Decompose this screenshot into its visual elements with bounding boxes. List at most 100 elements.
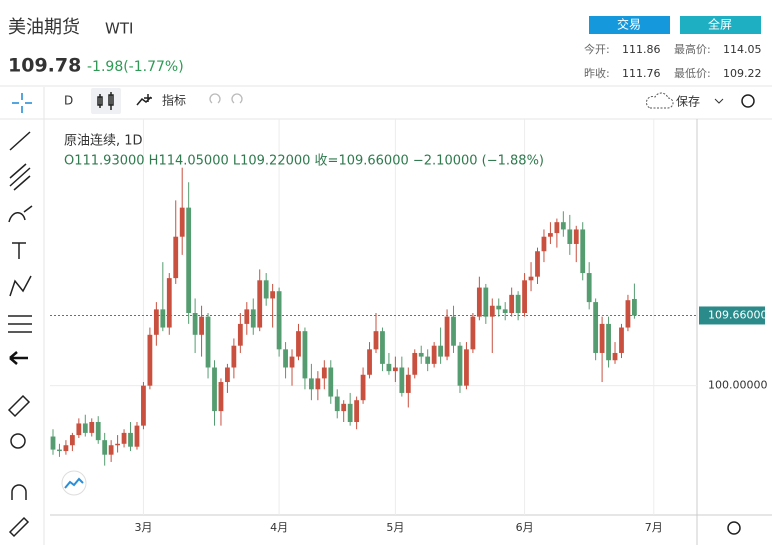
price: 109.78 [8, 55, 81, 77]
candle-body [593, 302, 599, 353]
candle-body [528, 276, 534, 281]
candle-body [502, 309, 508, 314]
candle-body [489, 305, 495, 317]
chart-style-button[interactable] [91, 88, 121, 114]
candle-body [457, 345, 463, 386]
candle-body [386, 363, 392, 372]
candle-body [102, 440, 108, 455]
axis-settings[interactable] [727, 521, 741, 535]
candle-body [599, 323, 605, 353]
draw-lock-tool[interactable] [8, 516, 30, 538]
candle-body [257, 280, 263, 328]
candle-body [392, 367, 398, 372]
candle-body [82, 423, 88, 433]
candle-body [444, 316, 450, 357]
x-tick-label: 5月 [386, 521, 404, 534]
candle-body [606, 323, 611, 361]
chart-area: 3月 4月 5月 6月 7月 100.00000 109.66000 [50, 119, 768, 534]
candle-body [619, 327, 624, 353]
stat-label: 最低价: [674, 67, 711, 80]
stat-value: 111.76 [622, 67, 661, 80]
stat-value: 111.86 [622, 43, 661, 56]
title: 美油期货 [8, 17, 80, 38]
candle-body [612, 352, 618, 361]
candle-body [470, 316, 476, 350]
magnet-tool[interactable] [11, 484, 27, 500]
candle-body [418, 352, 424, 357]
ohlc-legend: O111.93000 H114.05000 L109.22000 收=109.6… [64, 154, 544, 169]
settings-button[interactable] [741, 94, 755, 108]
candle-body [509, 294, 515, 314]
candle-body [451, 316, 456, 346]
stat-label: 最高价: [674, 42, 711, 56]
candle-body [360, 374, 366, 401]
candle-icon [97, 92, 114, 110]
candle-body [412, 352, 418, 375]
candle-body [186, 207, 192, 314]
save-menu[interactable] [714, 98, 724, 104]
candle-body [166, 278, 172, 328]
pattern-tool[interactable] [9, 275, 32, 297]
stat-label: 昨收: [584, 66, 610, 80]
x-tick-label: 4月 [270, 521, 288, 534]
candle-body [192, 313, 198, 335]
fib-tool[interactable] [9, 163, 31, 191]
x-tick-label: 3月 [134, 521, 152, 534]
cloud-icon [645, 92, 674, 109]
candle-body [89, 421, 95, 433]
measure-tool[interactable] [8, 315, 32, 333]
candle-body [63, 445, 69, 452]
last-price-label: 109.66000 [708, 308, 768, 321]
back-tool[interactable] [9, 351, 28, 365]
candle-body [128, 432, 133, 447]
candle-body [179, 207, 185, 237]
candle-body [334, 396, 340, 412]
fullscreen-button[interactable] [680, 16, 761, 34]
candle-body [522, 280, 527, 314]
logo [61, 470, 87, 496]
candle-body [373, 331, 379, 350]
candle-body [567, 229, 573, 244]
zoom-tool[interactable] [10, 433, 26, 449]
indicators-button[interactable]: 指标 [162, 93, 186, 108]
x-tick-label: 6月 [516, 521, 534, 534]
candle-body [425, 356, 431, 364]
trade-button[interactable] [589, 16, 670, 34]
candle-body [244, 309, 250, 324]
candle-body [270, 291, 276, 299]
interval-button[interactable]: D [64, 94, 73, 108]
candle-body [341, 403, 347, 412]
candle-body [541, 236, 547, 252]
stat-value: 114.05 [723, 43, 762, 56]
candle-body [57, 449, 62, 452]
line-tool[interactable] [9, 131, 31, 151]
candle-body [108, 445, 114, 455]
trade-label[interactable]: 交易 [617, 17, 641, 32]
crosshair-tool[interactable] [12, 93, 32, 113]
save-button[interactable]: 保存 [676, 95, 700, 109]
candle-body [554, 222, 560, 234]
change: -1.98(-1.77%) [87, 59, 184, 75]
candle-body [354, 400, 360, 422]
candle-body [515, 294, 521, 314]
last-price-tag [699, 306, 765, 325]
candle-body [50, 436, 56, 450]
fullscreen-label[interactable]: 全屏 [708, 17, 732, 32]
brush-tool[interactable] [8, 205, 33, 223]
candle-body [231, 345, 237, 368]
candle-body [328, 367, 334, 397]
candle-body [218, 382, 224, 412]
undo-redo[interactable] [209, 93, 243, 104]
logo-mark [64, 477, 84, 489]
candle-body [283, 349, 288, 368]
text-tool[interactable] [12, 242, 26, 259]
candle-body [115, 443, 120, 446]
candle-body [199, 316, 204, 335]
candle-body [321, 367, 327, 379]
candle-body [121, 432, 127, 444]
stat-value: 109.22 [723, 67, 762, 80]
candle-body [315, 378, 321, 390]
candle-body [95, 421, 101, 441]
candle-body [548, 233, 553, 237]
ruler-tool[interactable] [7, 394, 31, 418]
